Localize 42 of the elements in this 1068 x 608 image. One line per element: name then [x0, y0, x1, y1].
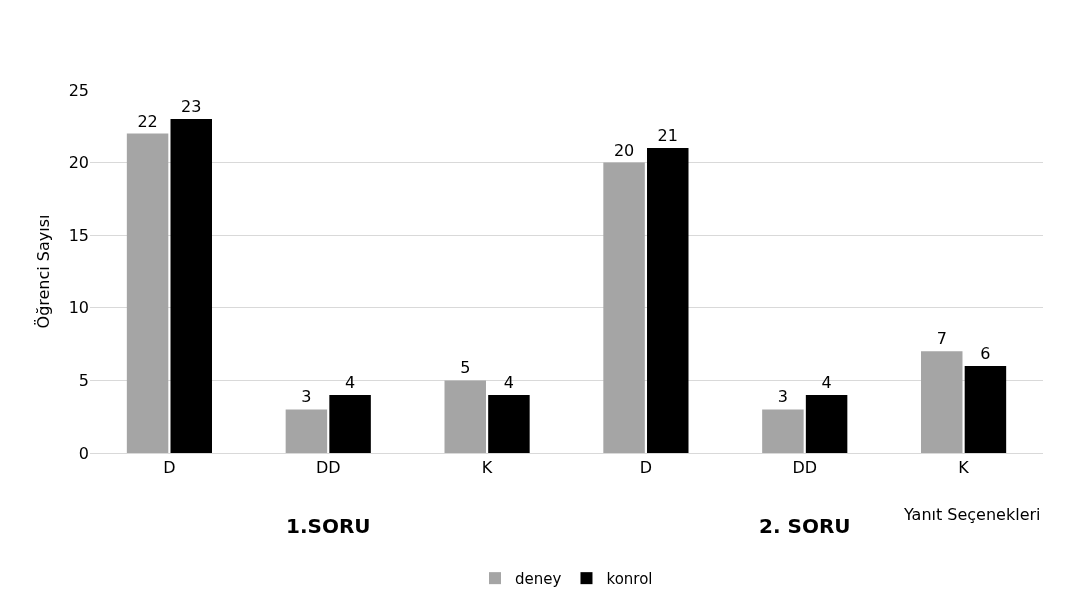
data-label: 7 — [936, 329, 947, 349]
data-label: 5 — [460, 358, 471, 378]
x-tick-label: D — [163, 458, 176, 478]
x-tick-label: K — [481, 458, 493, 478]
bar — [444, 380, 486, 453]
x-tick-label: D — [639, 458, 653, 478]
y-tick-label: 15 — [68, 225, 89, 245]
y-axis-title: Öğrenci Sayısı — [33, 214, 53, 329]
bar — [329, 394, 371, 453]
data-label: 21 — [657, 126, 678, 146]
data-label: 4 — [821, 372, 832, 392]
bar — [170, 119, 212, 453]
legend-label: deney — [515, 570, 562, 588]
y-tick-label: 10 — [68, 298, 89, 318]
data-label: 22 — [137, 111, 158, 131]
bar — [647, 148, 689, 453]
y-tick-label: 0 — [78, 443, 89, 463]
x-tick-label: DD — [315, 458, 341, 478]
bar — [964, 365, 1007, 453]
data-label: 3 — [777, 387, 788, 407]
bar — [126, 133, 169, 453]
x-tick-label: K — [958, 458, 970, 478]
legend-label: konrol — [606, 570, 653, 588]
x-axis-title: Yanıt Seçenekleri — [903, 505, 1041, 524]
x-tick-label: DD — [792, 458, 818, 478]
text: 1.SORU — [286, 514, 371, 538]
data-label: 20 — [613, 140, 635, 160]
data-label: 6 — [980, 343, 991, 363]
y-tick-label: 5 — [78, 371, 89, 390]
bar — [603, 162, 645, 453]
bar — [762, 409, 804, 453]
bar — [285, 409, 328, 453]
text: 2. SORU — [759, 514, 851, 538]
data-label: 3 — [301, 387, 312, 407]
data-label: 4 — [345, 372, 356, 392]
bar — [805, 394, 848, 453]
y-tick-label: 25 — [68, 80, 89, 100]
y-tick-label: 20 — [68, 153, 89, 173]
data-label: 4 — [503, 372, 515, 392]
bar — [488, 394, 530, 453]
data-label: 23 — [181, 97, 202, 117]
bar — [921, 351, 963, 453]
